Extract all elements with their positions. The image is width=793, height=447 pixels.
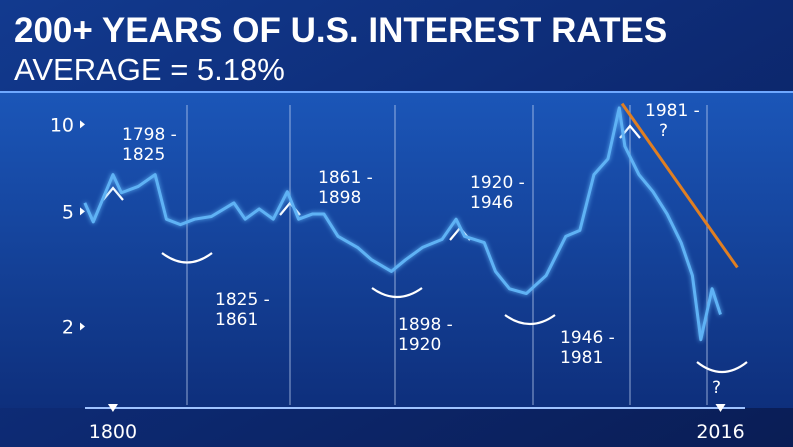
annotation-line: 1825 xyxy=(122,145,165,165)
plot-area xyxy=(0,92,793,408)
annotation-line: 1861 - xyxy=(318,168,373,188)
x-tick-mark xyxy=(107,404,118,412)
annotation: 1861 -1898 xyxy=(318,168,373,208)
annotation: 1981 -? xyxy=(645,101,700,141)
peak-marker xyxy=(102,186,124,201)
annotation-line: 1898 xyxy=(318,188,361,208)
annotation-line: 1920 xyxy=(398,335,441,355)
trend-line xyxy=(620,102,739,269)
series-line xyxy=(83,106,722,342)
x-tick-label: 1800 xyxy=(89,421,137,443)
trough-marker xyxy=(161,252,213,264)
trough-marker xyxy=(696,361,748,374)
trough-marker xyxy=(371,287,423,299)
annotation: 1920 -1946 xyxy=(470,173,525,213)
y-tick-label: 2 xyxy=(62,316,74,338)
x-tick-mark xyxy=(715,404,726,412)
y-tick-mark xyxy=(80,120,85,129)
annotation-line: 1898 - xyxy=(398,315,453,335)
annotation-line: 1946 xyxy=(470,193,513,213)
annotation-line: 1861 xyxy=(215,310,258,330)
annotation-line: 1981 xyxy=(560,348,603,368)
annotation: 1898 -1920 xyxy=(398,315,453,355)
annotation: 1946 -1981 xyxy=(560,328,615,368)
chart-title: 200+ YEARS OF U.S. INTEREST RATES xyxy=(14,11,667,50)
annotation-line: 1920 - xyxy=(470,173,525,193)
y-tick-label: 10 xyxy=(50,114,74,136)
annotation: 1825 -1861 xyxy=(215,290,270,330)
annotation-line: ? xyxy=(659,121,668,141)
chart-subtitle: AVERAGE = 5.18% xyxy=(14,52,285,87)
x-tick-label: 2016 xyxy=(696,421,744,443)
annotation-line: ? xyxy=(712,378,721,398)
y-tick-mark xyxy=(80,207,85,216)
annotation: ? xyxy=(712,378,721,398)
annotation-line: 1798 - xyxy=(122,125,177,145)
y-tick-label: 5 xyxy=(62,201,74,223)
annotation-line: 1825 - xyxy=(215,290,270,310)
annotation-line: 1981 - xyxy=(645,101,700,121)
annotation-line: 1946 - xyxy=(560,328,615,348)
annotation: 1798 -1825 xyxy=(122,125,177,165)
trough-marker xyxy=(504,314,556,326)
y-tick-mark xyxy=(80,322,85,331)
